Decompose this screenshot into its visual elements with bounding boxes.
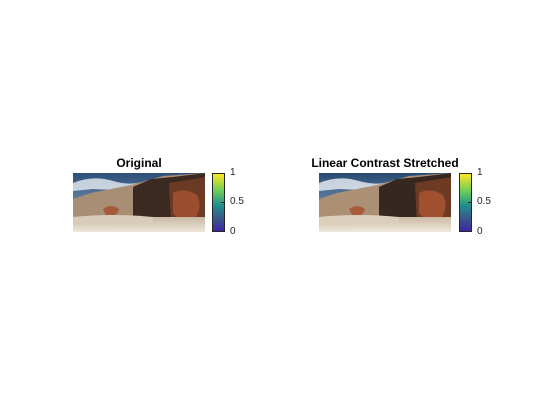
colorbar-tick-mark <box>221 173 225 174</box>
colorbar-tick-mark <box>468 202 472 203</box>
colorbar-tick-mark <box>221 231 225 232</box>
panel-title-stretched: Linear Contrast Stretched <box>311 156 459 170</box>
colorbar-tick-label-max: 1 <box>477 167 483 178</box>
colorbar-tick-mark <box>468 173 472 174</box>
colorbar-tick-mark <box>468 231 472 232</box>
image-stretched <box>319 173 451 232</box>
panel-title-original: Original <box>116 156 162 170</box>
colorbar-tick-label-mid: 0.5 <box>230 196 244 207</box>
colorbar-tick-mark <box>221 202 225 203</box>
colorbar-tick-label-max: 1 <box>230 167 236 178</box>
landscape-image <box>73 173 205 232</box>
image-original <box>73 173 205 232</box>
colorbar-tick-label-min: 0 <box>477 226 483 237</box>
colorbar-tick-label-min: 0 <box>230 226 236 237</box>
colorbar-tick-label-mid: 0.5 <box>477 196 491 207</box>
landscape-image <box>319 173 451 232</box>
